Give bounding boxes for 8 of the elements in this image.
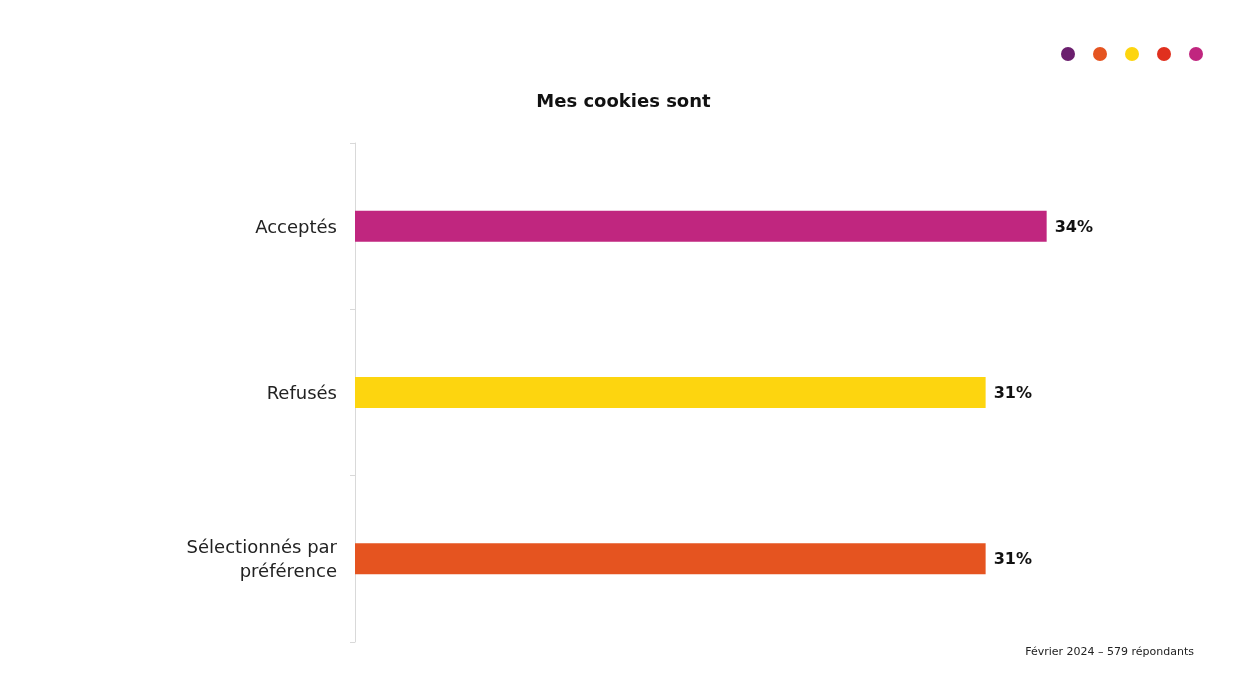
data-label: 31% bbox=[993, 383, 1032, 402]
data-label: 34% bbox=[1054, 216, 1093, 236]
data-label: 31% bbox=[993, 549, 1032, 569]
y-tick-label: Sélectionnés par préférence bbox=[186, 536, 338, 582]
chart-title: Mes cookies sont bbox=[536, 89, 712, 111]
y-tick-label: Refusés bbox=[266, 382, 337, 403]
text: Février 2024 – 579 répondants bbox=[1025, 645, 1195, 658]
y-tick-label: Acceptés bbox=[255, 215, 337, 237]
